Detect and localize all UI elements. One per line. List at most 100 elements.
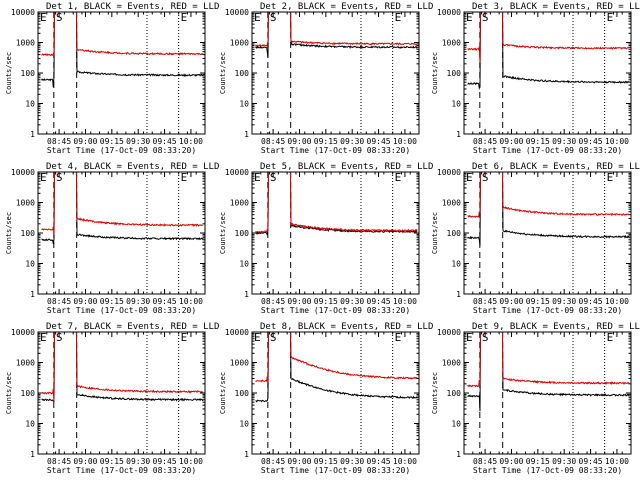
series-line-lld	[41, 332, 204, 403]
y-tick-label: 10	[25, 260, 35, 269]
x-tick-label: 09:45	[579, 297, 603, 306]
y-tick-label: 1000	[230, 359, 249, 368]
series-line-events	[41, 172, 204, 245]
y-tick-label: 100	[235, 389, 250, 398]
interval-marker-e: E	[395, 11, 402, 24]
x-tick-label: 09:45	[367, 457, 391, 466]
y-tick-label: 1000	[442, 359, 461, 368]
panel-det-3: Det 3, BLACK = Events, RED = LLD 1 10 100 10…	[431, 2, 640, 155]
x-tick-label: 09:00	[73, 297, 97, 306]
panel-det-1: Det 1, BLACK = Events, RED = LLD 1 10 100 10…	[5, 2, 219, 155]
x-tick-label: 09:30	[126, 457, 150, 466]
x-tick-label: 09:30	[340, 137, 364, 146]
x-tick-label: 09:15	[100, 137, 124, 146]
y-axis-label: Counts/sec	[431, 212, 439, 254]
panel-det-8: Det 8, BLACK = Events, RED = LLD 1 10 100 10…	[219, 322, 433, 475]
x-tick-label: 08:45	[261, 297, 285, 306]
interval-marker-e: E	[607, 171, 614, 184]
x-tick-label: 09:45	[579, 137, 603, 146]
x-tick-label: 10:00	[605, 457, 629, 466]
panel-det-7: Det 7, BLACK = Events, RED = LLD 1 10 100 10…	[5, 322, 219, 475]
panel-det-4: Det 4, BLACK = Events, RED = LLD 1 10 100 10…	[5, 162, 219, 315]
panel-det-9: Det 9, BLACK = Events, RED = LLD 1 10 100 10…	[431, 322, 640, 475]
x-tick-label: 10:00	[605, 137, 629, 146]
x-tick-label: 09:45	[153, 297, 177, 306]
plot-frame	[251, 331, 420, 455]
x-tick-label: 09:30	[340, 297, 364, 306]
x-tick-label: 09:15	[526, 137, 550, 146]
x-tick-label: 09:15	[100, 297, 124, 306]
x-tick-label: 09:45	[579, 457, 603, 466]
y-tick-label: 10000	[437, 168, 461, 177]
panel-title: Det 9, BLACK = Events, RED = LLD	[472, 322, 640, 332]
y-tick-label: 1000	[16, 199, 35, 208]
interval-marker-e: E	[607, 11, 614, 24]
x-tick-label: 08:45	[261, 457, 285, 466]
interval-marker-s: S	[56, 171, 63, 184]
x-axis-label: Start Time (17-Oct-09 08:33:20)	[473, 466, 622, 475]
y-tick-label: 1000	[230, 39, 249, 48]
y-tick-label: 100	[447, 229, 462, 238]
series-line-lld	[255, 172, 418, 234]
x-tick-label: 10:00	[393, 457, 417, 466]
x-tick-label: 09:30	[126, 297, 150, 306]
y-tick-label: 10000	[11, 168, 35, 177]
interval-marker-s: S	[270, 11, 277, 24]
x-tick-label: 09:15	[314, 297, 338, 306]
y-tick-label: 10	[451, 260, 461, 269]
y-tick-label: 10000	[225, 168, 249, 177]
y-tick-label: 10000	[225, 8, 249, 17]
y-tick-label: 1000	[16, 39, 35, 48]
panel-title: Det 3, BLACK = Events, RED = LLD	[472, 2, 640, 12]
x-axis-label: Start Time (17-Oct-09 08:33:20)	[473, 146, 622, 155]
plot-frame	[37, 171, 206, 295]
series-line-events	[467, 172, 630, 246]
panel-title: Det 8, BLACK = Events, RED = LLD	[260, 322, 433, 332]
y-tick-label: 100	[21, 389, 36, 398]
plot-frame	[37, 11, 206, 135]
plot-frame	[463, 331, 632, 455]
x-tick-label: 09:00	[73, 137, 97, 146]
y-axis-label: Counts/sec	[431, 52, 439, 94]
x-axis-label: Start Time (17-Oct-09 08:33:20)	[261, 466, 410, 475]
y-tick-label: 1	[456, 290, 461, 299]
x-tick-label: 09:45	[153, 137, 177, 146]
y-axis-label: Counts/sec	[219, 52, 227, 94]
x-tick-label: 10:00	[605, 297, 629, 306]
x-tick-label: 08:45	[47, 457, 71, 466]
y-axis-label: Counts/sec	[5, 52, 13, 94]
x-tick-label: 10:00	[179, 457, 203, 466]
interval-marker-e: E	[254, 331, 261, 344]
interval-marker-e: E	[40, 331, 47, 344]
y-tick-label: 1000	[16, 359, 35, 368]
y-tick-label: 1	[30, 130, 35, 139]
x-tick-label: 10:00	[179, 297, 203, 306]
y-axis-label: Counts/sec	[219, 212, 227, 254]
x-tick-label: 09:30	[552, 457, 576, 466]
x-axis-label: Start Time (17-Oct-09 08:33:20)	[47, 466, 196, 475]
y-tick-label: 100	[21, 69, 36, 78]
y-axis-label: Counts/sec	[5, 372, 13, 414]
interval-marker-e: E	[607, 331, 614, 344]
y-axis-label: Counts/sec	[431, 372, 439, 414]
x-tick-label: 10:00	[179, 137, 203, 146]
series-line-events	[255, 12, 418, 58]
panel-det-6: Det 6, BLACK = Events, RED = LLD 1 10 100 10…	[431, 162, 640, 315]
x-tick-label: 09:00	[287, 297, 311, 306]
y-tick-label: 10	[25, 100, 35, 109]
interval-marker-s: S	[482, 171, 489, 184]
y-tick-label: 1	[30, 290, 35, 299]
x-tick-label: 09:15	[526, 457, 550, 466]
y-tick-label: 1	[244, 130, 249, 139]
x-tick-label: 09:30	[126, 137, 150, 146]
series-line-lld	[467, 172, 630, 218]
y-tick-label: 10000	[11, 328, 35, 337]
y-tick-label: 10	[25, 420, 35, 429]
y-axis-label: Counts/sec	[5, 212, 13, 254]
x-tick-label: 08:45	[473, 297, 497, 306]
y-tick-label: 100	[235, 229, 250, 238]
panel-title: Det 2, BLACK = Events, RED = LLD	[260, 2, 433, 12]
y-tick-label: 1	[244, 290, 249, 299]
x-axis-label: Start Time (17-Oct-09 08:33:20)	[473, 306, 622, 315]
